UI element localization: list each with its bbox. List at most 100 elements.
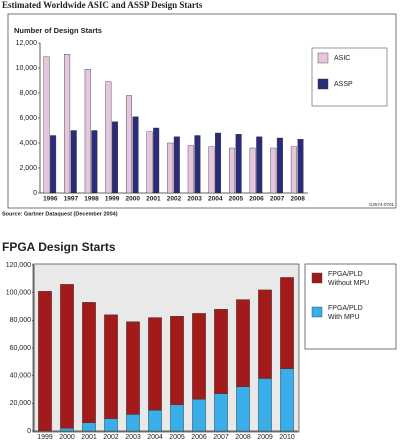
bar bbox=[132, 116, 139, 194]
x-tick-label: 2007 bbox=[213, 434, 229, 441]
bar bbox=[146, 131, 153, 194]
bar bbox=[105, 81, 112, 194]
x-tick-label: 2000 bbox=[59, 434, 75, 441]
bar-segment bbox=[148, 317, 162, 411]
bar bbox=[276, 137, 283, 194]
legend-frame bbox=[311, 47, 388, 107]
legend-label: ASIC bbox=[334, 55, 350, 62]
y-tick-label: 2,000 bbox=[19, 165, 37, 172]
note: G2574-0701 bbox=[369, 202, 395, 207]
bar-segment bbox=[170, 404, 184, 432]
x-tick-label: 2010 bbox=[279, 434, 295, 441]
y-tick-label: 8,000 bbox=[19, 90, 37, 97]
bar bbox=[297, 139, 304, 194]
bar-segment bbox=[82, 422, 96, 432]
y-tick-label: 60,000 bbox=[10, 345, 32, 352]
y-tick-label: 4,000 bbox=[19, 140, 37, 147]
legend-swatch bbox=[317, 78, 329, 90]
x-tick-label: 2002 bbox=[103, 434, 119, 441]
legend-label: ASSP bbox=[334, 81, 353, 88]
x-tick-label: 2008 bbox=[290, 196, 305, 203]
bar bbox=[50, 135, 57, 194]
bar bbox=[194, 135, 201, 194]
x-tick-label: 1996 bbox=[43, 196, 58, 203]
bar bbox=[70, 130, 77, 194]
x-tick-label: 1999 bbox=[37, 434, 53, 441]
bar bbox=[270, 147, 277, 194]
bar-segment bbox=[60, 284, 74, 429]
y-tick-label: 40,000 bbox=[10, 373, 32, 380]
bar-segment bbox=[258, 289, 272, 379]
y-tick-label: 80,000 bbox=[10, 317, 32, 324]
bar bbox=[229, 147, 236, 194]
bar bbox=[215, 132, 222, 194]
y-tick-label: 0 bbox=[27, 428, 31, 435]
bar bbox=[43, 56, 50, 194]
bar-segment bbox=[236, 299, 250, 387]
chart-title: Estimated Worldwide ASIC and ASSP Design… bbox=[2, 0, 203, 10]
bar bbox=[208, 146, 215, 194]
bar-segment bbox=[214, 309, 228, 394]
x-tick-label: 2005 bbox=[169, 434, 185, 441]
bar bbox=[153, 127, 160, 194]
legend-swatch bbox=[311, 272, 323, 284]
bar bbox=[111, 121, 118, 194]
legend-swatch bbox=[311, 306, 323, 318]
legend-swatch bbox=[317, 52, 329, 64]
bar-segment bbox=[258, 378, 272, 432]
x-tick-label: 2004 bbox=[208, 196, 223, 203]
bar bbox=[167, 142, 174, 194]
y-axis-label: Number of Design Starts bbox=[14, 26, 102, 35]
y-tick-label: 0 bbox=[33, 190, 37, 197]
x-tick-label: 2007 bbox=[270, 196, 285, 203]
bar bbox=[235, 134, 242, 194]
x-tick-label: 2004 bbox=[147, 434, 163, 441]
bar-segment bbox=[126, 321, 140, 415]
y-tick-label: 12,000 bbox=[16, 40, 38, 47]
source: Source: Gartner Dataquest (December 2004… bbox=[2, 211, 118, 217]
bar-segment bbox=[214, 393, 228, 432]
x-tick-label: 1999 bbox=[105, 196, 120, 203]
legend-label: FPGA/PLD With MPU bbox=[328, 305, 363, 321]
bar bbox=[187, 145, 194, 194]
bar bbox=[173, 136, 180, 194]
x-tick-label: 2000 bbox=[126, 196, 141, 203]
bar-segment bbox=[126, 414, 140, 432]
x-tick-label: 2006 bbox=[249, 196, 264, 203]
bar-segment bbox=[280, 368, 294, 432]
bar-segment bbox=[104, 418, 118, 432]
x-tick-label: 2003 bbox=[187, 196, 202, 203]
bar-segment bbox=[280, 277, 294, 369]
x-tick-label: 2005 bbox=[229, 196, 244, 203]
y-tick-label: 6,000 bbox=[19, 115, 37, 122]
x-tick-label: 2006 bbox=[191, 434, 207, 441]
y-tick-label: 10,000 bbox=[16, 65, 38, 72]
x-tick-label: 2009 bbox=[257, 434, 273, 441]
bar bbox=[84, 69, 91, 194]
y-tick-label: 120,000 bbox=[6, 262, 31, 269]
x-tick-label: 2003 bbox=[125, 434, 141, 441]
y-tick-label: 100,000 bbox=[6, 290, 31, 297]
bar bbox=[290, 146, 297, 194]
bar-segment bbox=[38, 291, 52, 432]
bar-segment bbox=[192, 398, 206, 432]
bar-segment bbox=[82, 302, 96, 423]
bar bbox=[91, 130, 98, 194]
bar-segment bbox=[104, 314, 118, 419]
chart-title: FPGA Design Starts bbox=[2, 240, 116, 254]
plot-frame bbox=[32, 263, 300, 433]
bar bbox=[64, 54, 71, 194]
bar-segment bbox=[60, 428, 74, 432]
x-tick-label: 2008 bbox=[235, 434, 251, 441]
bar bbox=[249, 147, 256, 194]
bar-segment bbox=[148, 410, 162, 432]
bar-segment bbox=[192, 313, 206, 400]
bar bbox=[125, 95, 132, 194]
x-tick-label: 2001 bbox=[81, 434, 97, 441]
x-tick-label: 1997 bbox=[64, 196, 79, 203]
x-tick-label: 1998 bbox=[84, 196, 99, 203]
legend-label: FPGA/PLD Without MPU bbox=[328, 271, 369, 287]
y-tick-label: 20,000 bbox=[10, 400, 32, 407]
x-tick-label: 2001 bbox=[146, 196, 161, 203]
